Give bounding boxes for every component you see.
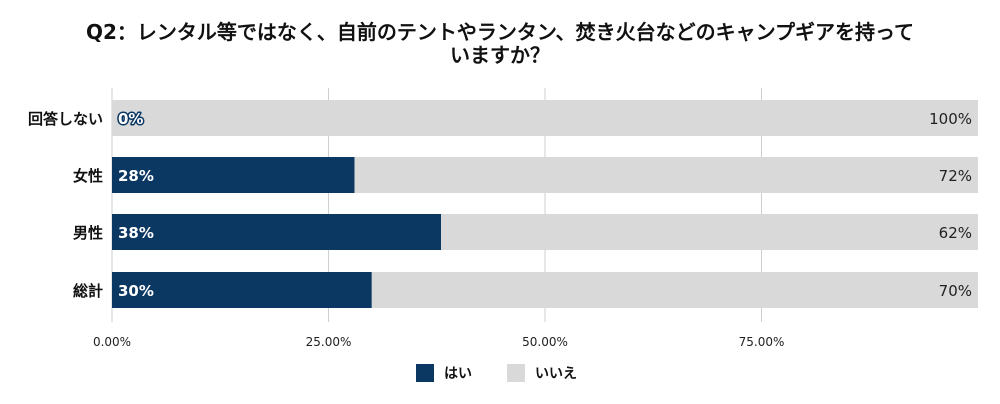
bar-no-3 — [371, 272, 978, 308]
bar-yes-3 — [112, 272, 372, 308]
legend-label-no: いいえ — [535, 366, 577, 382]
bar-no-0 — [112, 100, 978, 136]
category-label-3: 総計 — [73, 282, 103, 300]
data-label-no-1: 72% — [939, 167, 972, 185]
data-label-yes-2: 38% — [118, 224, 154, 242]
category-label-0: 回答しない — [28, 110, 103, 128]
category-label-2: 男性 — [73, 224, 103, 242]
legend-swatch-yes — [416, 364, 434, 382]
bar-no-2 — [441, 214, 979, 250]
data-label-yes-3: 30% — [118, 282, 154, 300]
bar-yes-2 — [112, 214, 442, 250]
data-label-yes-0: 0% — [118, 110, 143, 128]
x-tick-label-2: 50.00% — [522, 335, 568, 349]
x-tick-label-0: 0.00% — [93, 335, 131, 349]
data-label-no-3: 70% — [939, 282, 972, 300]
data-label-yes-1: 28% — [118, 167, 154, 185]
chart-title-line-1: Q2：レンタル等ではなく、自前のテントやランタン、焚き火台などのキャンプギアを持… — [85, 20, 915, 44]
chart-title-line-2: いますか？ — [450, 43, 550, 67]
legend-label-yes: はい — [444, 366, 472, 382]
x-tick-label-1: 25.00% — [306, 335, 352, 349]
category-label-1: 女性 — [73, 167, 103, 185]
data-label-no-2: 62% — [939, 224, 972, 242]
legend-swatch-no — [507, 364, 525, 382]
bar-no-1 — [354, 157, 979, 193]
data-label-no-0: 100% — [929, 110, 972, 128]
x-tick-label-3: 75.00% — [739, 335, 785, 349]
bar-yes-1 — [112, 157, 355, 193]
